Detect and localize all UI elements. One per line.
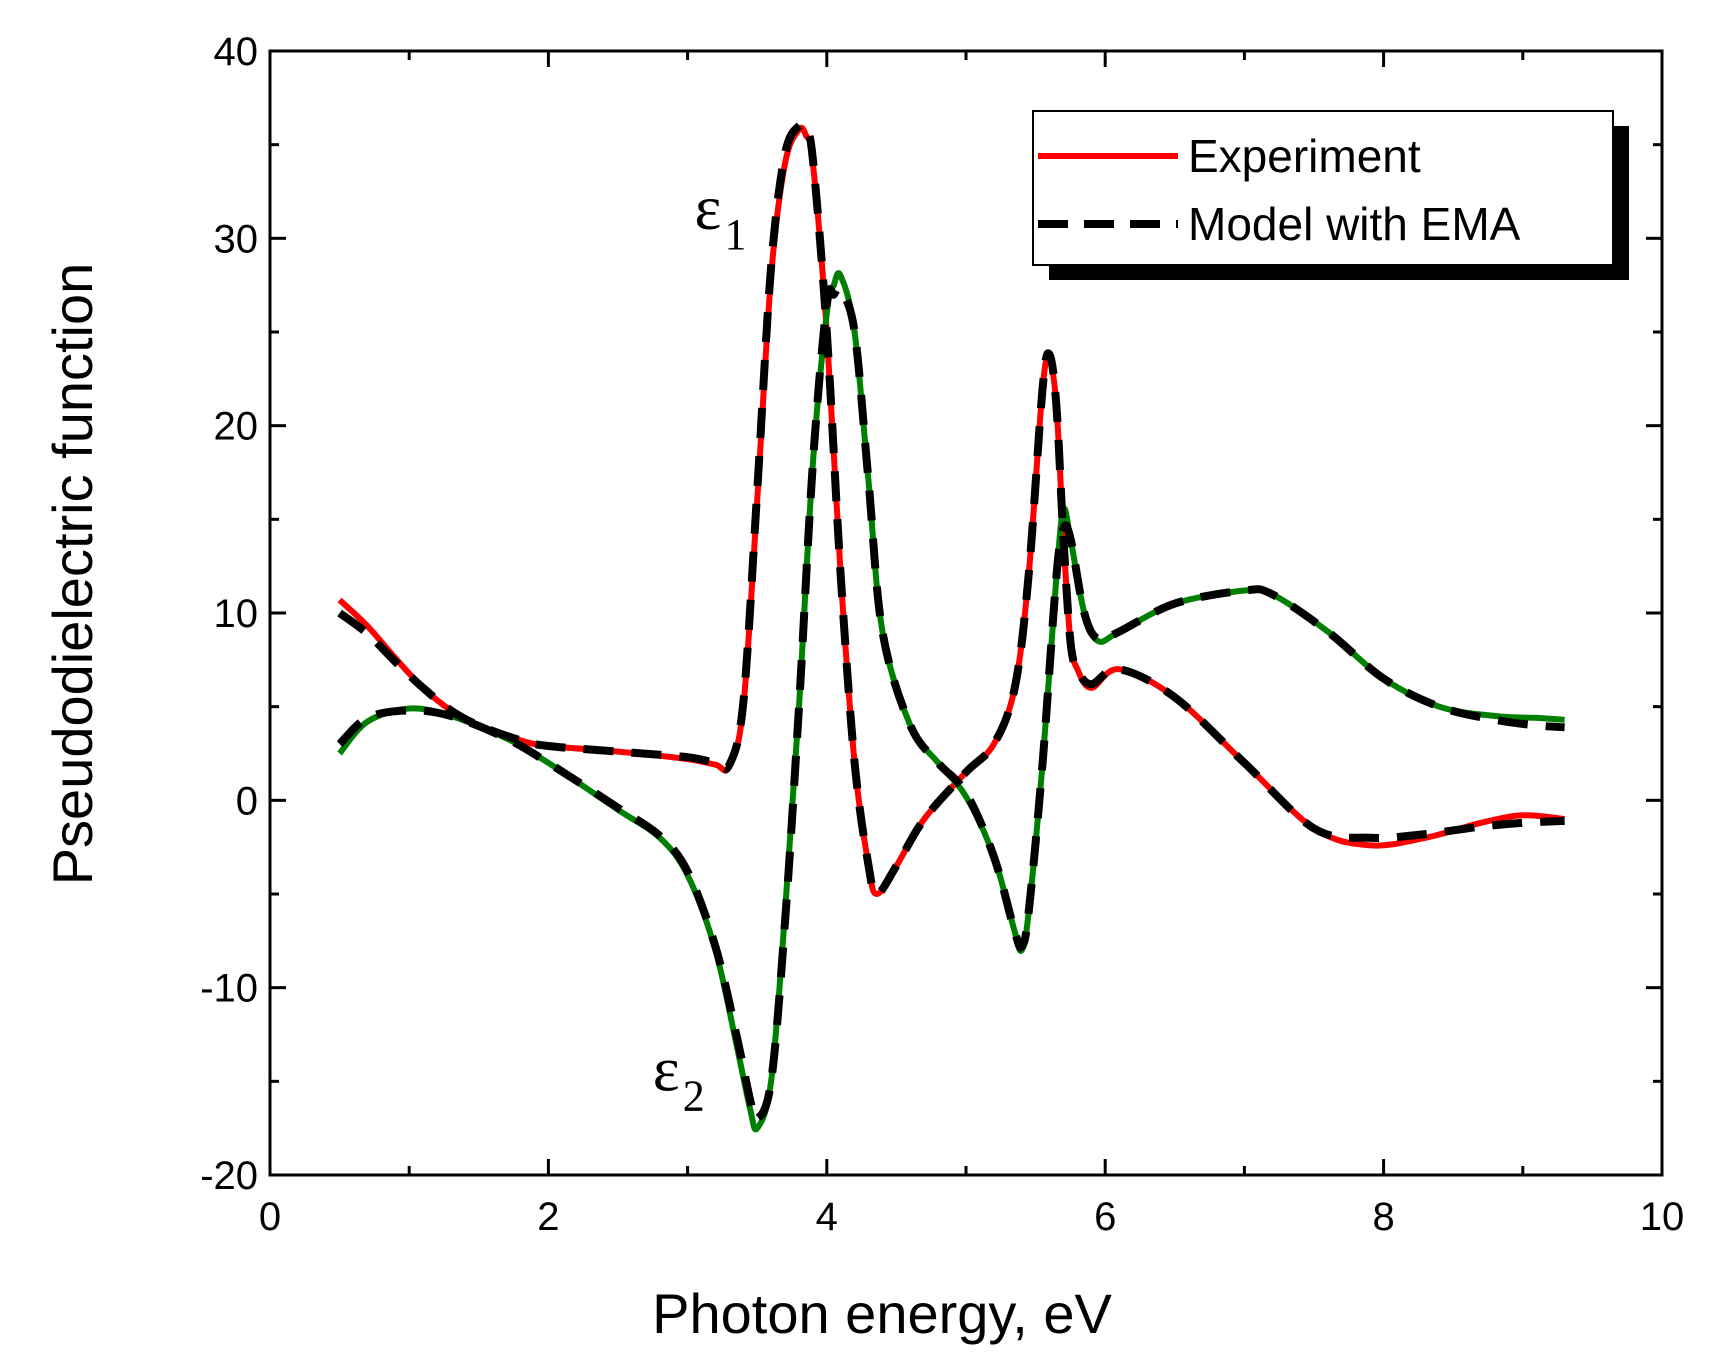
legend-model-label: Model with EMA: [1188, 198, 1521, 250]
y-tick-label: 10: [214, 592, 259, 636]
y-tick-label: 30: [214, 217, 259, 261]
y-tick-label: 40: [214, 30, 259, 74]
x-tick-label: 4: [816, 1195, 838, 1239]
annotation-epsilon-2-subscript: 2: [683, 1072, 705, 1121]
series-line-2: [337, 270, 1565, 1133]
series-line-4: [336, 284, 1565, 1124]
x-tick-label: 2: [537, 1195, 559, 1239]
annotation-epsilon-1-subscript: 1: [725, 210, 747, 259]
legend-experiment-label: Experiment: [1188, 130, 1421, 182]
annotation-epsilon-1: ε 1: [695, 172, 747, 259]
annotation-epsilon-2-symbol: ε: [653, 1034, 680, 1105]
x-tick-label: 10: [1640, 1195, 1685, 1239]
y-tick-label: 0: [236, 779, 258, 823]
y-tick-label: -10: [200, 967, 258, 1011]
x-axis-title: Photon energy, eV: [652, 1282, 1112, 1345]
x-tick-label: 6: [1094, 1195, 1116, 1239]
y-tick-label: -20: [200, 1154, 258, 1198]
series-line-3: [337, 119, 1565, 898]
ticks-layer: [268, 49, 1664, 1177]
tick-labels: 0 2 4 6 8 10 -20 -10 0 10 20 30 40: [200, 30, 1684, 1239]
y-axis-title: Pseudodielectric function: [41, 263, 104, 886]
legend-box: [1032, 110, 1614, 266]
y-tick-label: 20: [214, 405, 259, 449]
annotation-epsilon-1-symbol: ε: [695, 172, 722, 243]
x-tick-label: 0: [259, 1195, 281, 1239]
series-layer: [336, 119, 1565, 1133]
annotation-epsilon-2: ε 2: [653, 1034, 705, 1121]
x-tick-label: 8: [1372, 1195, 1394, 1239]
legend: Experiment Model with EMA: [1032, 110, 1629, 280]
